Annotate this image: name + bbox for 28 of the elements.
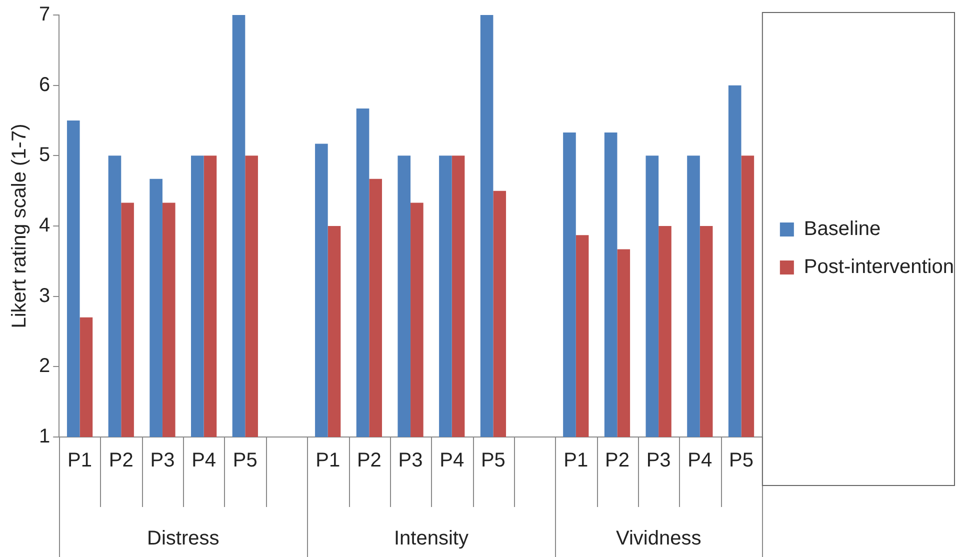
- text: Vividness: [616, 528, 702, 550]
- y-tick-label: 5: [39, 144, 50, 166]
- x-tick-label: P4: [192, 450, 216, 472]
- y-tick-label: 3: [39, 284, 50, 307]
- y-axis-title: Likert rating scale (1-7): [8, 124, 31, 328]
- x-tick-label: P5: [729, 450, 754, 472]
- x-tick-label: P5: [232, 450, 258, 472]
- y-tick-label: 4: [39, 214, 50, 237]
- legend-label: Post-intervention: [804, 256, 954, 278]
- x-tick-label: P4: [688, 450, 712, 472]
- x-tick-label: P3: [398, 450, 423, 472]
- y-tick-label: 1: [39, 426, 50, 448]
- x-tick-label: P1: [564, 450, 588, 472]
- y-tick-label: 7: [39, 4, 50, 26]
- legend-label: Baseline: [804, 218, 881, 240]
- x-tick-label: P1: [68, 450, 92, 472]
- x-tick-label: P2: [604, 450, 630, 472]
- y-tick-label: 2: [39, 355, 50, 378]
- x-tick-label: P3: [150, 450, 175, 472]
- x-tick-label: P5: [480, 450, 506, 472]
- text: Distress: [147, 528, 220, 550]
- x-tick-label: P4: [440, 450, 464, 472]
- text: Intensity: [394, 528, 468, 550]
- y-tick-label: 6: [39, 74, 50, 96]
- x-tick-label: P2: [356, 450, 382, 472]
- x-tick-label: P1: [316, 450, 340, 472]
- x-tick-label: P3: [646, 450, 671, 472]
- x-tick-label: P2: [108, 450, 134, 472]
